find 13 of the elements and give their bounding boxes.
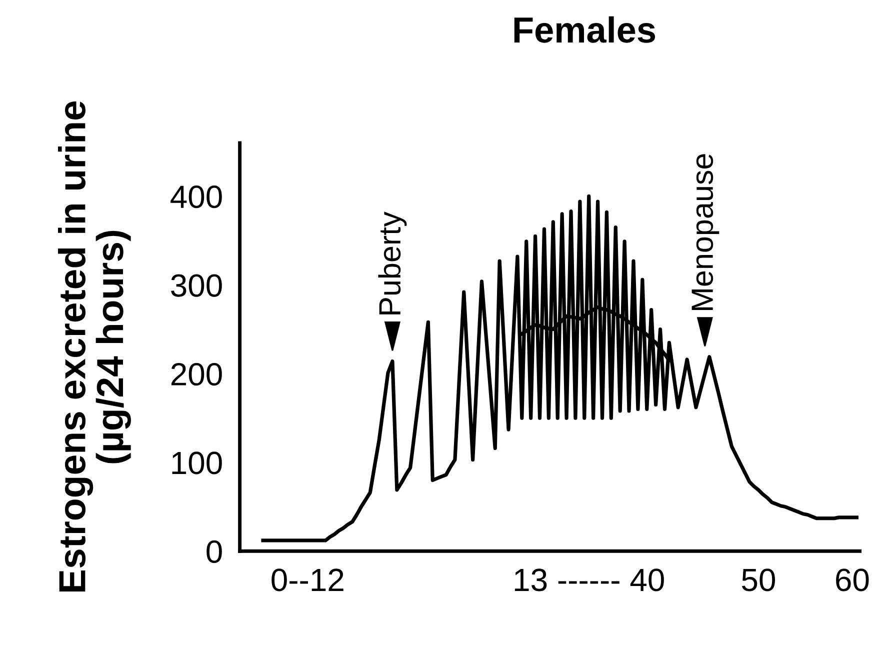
x-tick-label: 50 (742, 568, 775, 592)
x-tick-label: 60 (836, 568, 869, 592)
chart-title: Females (514, 16, 656, 43)
y-tick-label: 400 (170, 186, 222, 208)
annotation: Puberty (378, 212, 407, 314)
y-tick-label: 100 (172, 452, 222, 474)
y-tick-label: 0 (206, 540, 222, 564)
x-tick-label: 0--12 (272, 568, 344, 592)
annotation: Menopause (692, 154, 720, 310)
y-tick-label: 300 (171, 274, 222, 297)
y-tick-label: 200 (171, 362, 222, 386)
x-tick-label: 13 ------ 40 (514, 568, 664, 592)
y-axis-title: Estrogens excreted in urine (µg/24 hours) (58, 101, 131, 592)
